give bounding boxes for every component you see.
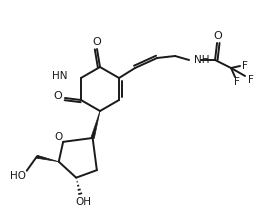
Text: F: F (234, 77, 240, 87)
Text: HO: HO (10, 171, 26, 181)
Text: O: O (53, 91, 62, 101)
Text: O: O (93, 37, 101, 47)
Text: NH: NH (194, 55, 210, 65)
Text: F: F (242, 61, 248, 71)
Text: O: O (214, 31, 222, 41)
Polygon shape (91, 111, 100, 138)
Text: HN: HN (52, 71, 68, 81)
Text: F: F (248, 75, 254, 85)
Text: O: O (54, 132, 62, 142)
Polygon shape (36, 155, 59, 162)
Text: OH: OH (75, 197, 91, 207)
